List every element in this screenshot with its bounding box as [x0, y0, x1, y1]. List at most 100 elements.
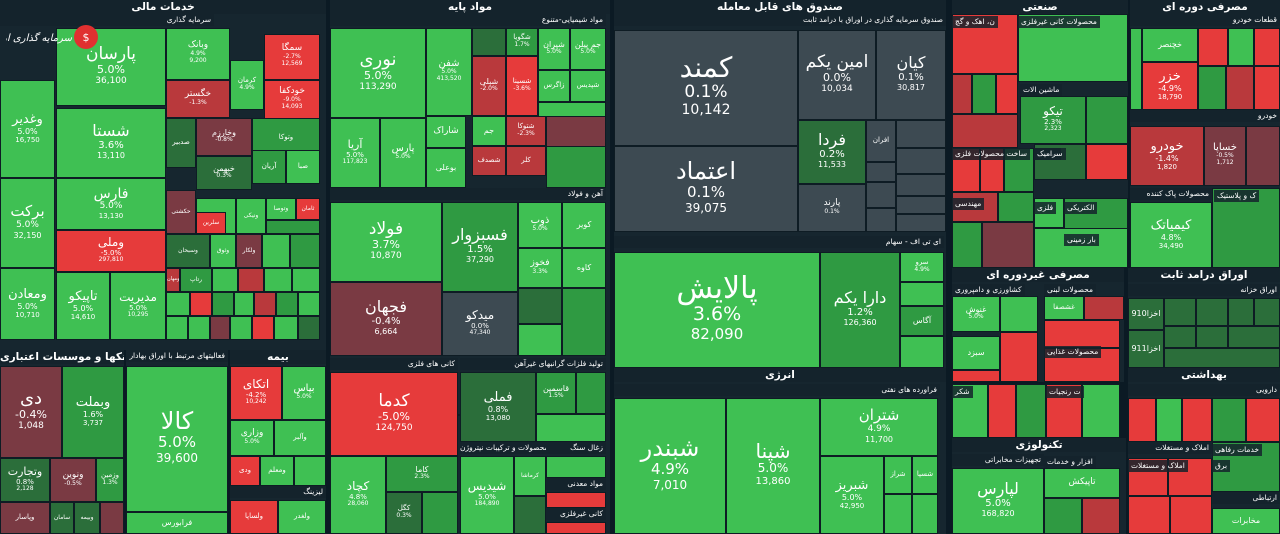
stock-cell[interactable]: فملی 0.8% 13,080: [460, 372, 536, 442]
stock-tile[interactable]: [234, 292, 254, 316]
stock-cell[interactable]: کیمیاتک 4.8% 34,490: [1130, 202, 1212, 268]
stock-cell[interactable]: فارس 5.0% 13,130: [56, 178, 166, 230]
stock-cell[interactable]: حکشتی: [166, 190, 196, 234]
stock-cell[interactable]: وتجارت 0.8% 2,128: [0, 458, 50, 502]
stock-cell[interactable]: وبملت 1.6% 3,737: [62, 366, 124, 458]
stock-cell[interactable]: صبا: [286, 150, 320, 184]
stock-tile[interactable]: [518, 288, 562, 324]
stock-cell[interactable]: مخابرات: [1212, 508, 1280, 534]
stock-cell[interactable]: ومهان: [166, 268, 180, 292]
stock-cell[interactable]: سلرین: [196, 212, 226, 234]
stock-cell[interactable]: شتران 4.9% 11,700: [820, 398, 938, 456]
stock-cell[interactable]: خزر -4.9% 18,790: [1142, 62, 1198, 110]
stock-tile[interactable]: [952, 222, 982, 268]
stock-tile[interactable]: [210, 316, 230, 340]
stock-cell[interactable]: سمگا -2.7% 12,569: [264, 34, 320, 80]
stock-tile[interactable]: [1082, 384, 1120, 438]
stock-cell[interactable]: کرماشا: [514, 456, 546, 496]
stock-tile[interactable]: [1016, 384, 1046, 438]
stock-cell[interactable]: مدیریت 5.0% 10,295: [110, 272, 166, 340]
stock-tile[interactable]: [576, 372, 606, 414]
stock-tile[interactable]: [1246, 126, 1280, 186]
stock-tile[interactable]: [1228, 326, 1280, 348]
stock-cell[interactable]: کاوه: [562, 248, 606, 288]
stock-cell[interactable]: سرو 4.9%: [900, 252, 944, 282]
stock-cell[interactable]: غشصفا: [1044, 296, 1084, 320]
stock-cell[interactable]: اخزا911: [1128, 330, 1164, 368]
stock-cell[interactable]: ومعادن 5.0% 10,710: [0, 268, 55, 340]
stock-tile[interactable]: [1156, 398, 1182, 442]
stock-cell[interactable]: خگستر -1.3%: [166, 80, 230, 118]
stock-cell[interactable]: خبهمن 0.3%: [196, 156, 252, 190]
stock-tile[interactable]: [1084, 296, 1124, 320]
stock-tile[interactable]: [866, 162, 896, 182]
stock-cell[interactable]: لپارس 5.0% 168,820: [952, 468, 1044, 534]
stock-tile[interactable]: [274, 316, 298, 340]
stock-tile[interactable]: [1044, 498, 1082, 534]
stock-cell[interactable]: پارس 5.0%: [380, 118, 426, 188]
stock-cell[interactable]: شیدیس 5.0% 184,890: [460, 456, 514, 534]
stock-tile[interactable]: [166, 292, 190, 316]
stock-tile[interactable]: [1164, 348, 1280, 368]
stock-tile[interactable]: [472, 28, 506, 56]
stock-cell[interactable]: دارا یکم 1.2% 126,360: [820, 252, 900, 368]
stock-cell[interactable]: کرمان 4.9%: [230, 60, 264, 110]
stock-cell[interactable]: فجهان -0.4% 6,664: [330, 282, 442, 356]
stock-cell[interactable]: شفن 5.0% 413,520: [426, 28, 472, 116]
stock-tile[interactable]: [230, 316, 252, 340]
stock-cell[interactable]: فردا 0.2% 11,533: [798, 120, 866, 184]
stock-cell[interactable]: کدما -5.0% 124,750: [330, 372, 458, 456]
stock-tile[interactable]: [264, 268, 292, 292]
stock-tile[interactable]: [1254, 28, 1280, 66]
stock-cell[interactable]: وملی -5.0% 297,810: [56, 230, 166, 272]
stock-cell[interactable]: نوری 5.0% 113,290: [330, 28, 426, 118]
stock-cell[interactable]: آریا 5.0% 117,823: [330, 118, 380, 188]
stock-cell[interactable]: وبیمه: [74, 502, 100, 534]
stock-cell[interactable]: وتوصا: [266, 198, 296, 220]
stock-cell[interactable]: ولغدر: [278, 500, 326, 534]
stock-tile[interactable]: [276, 292, 298, 316]
stock-tile[interactable]: [988, 384, 1016, 438]
stock-cell[interactable]: کالا 5.0% 39,600: [126, 366, 228, 512]
stock-cell[interactable]: خساپا -0.5% 1,712: [1204, 126, 1246, 186]
stock-cell[interactable]: خودکفا -9.0% 14,093: [264, 80, 320, 120]
stock-cell[interactable]: کاما 2.3%: [386, 456, 458, 492]
stock-cell[interactable]: بوعلی: [426, 148, 466, 188]
stock-cell[interactable]: افران: [866, 120, 896, 162]
stock-tile[interactable]: [290, 234, 320, 268]
stock-tile[interactable]: [1128, 496, 1170, 534]
stock-tile[interactable]: [998, 192, 1034, 222]
stock-tile[interactable]: [252, 316, 274, 340]
stock-tile[interactable]: [294, 456, 326, 486]
stock-tile[interactable]: [262, 234, 290, 268]
stock-tile[interactable]: [1228, 298, 1254, 326]
stock-cell[interactable]: ذوب 5.0%: [518, 202, 562, 248]
stock-cell[interactable]: شپدیس: [570, 70, 606, 102]
stock-cell[interactable]: خچنصر: [1142, 28, 1198, 62]
stock-cell[interactable]: وبانک 4.9% 9,200: [166, 28, 230, 80]
stock-tile[interactable]: [982, 222, 1034, 268]
stock-tile[interactable]: [266, 220, 320, 234]
stock-tile[interactable]: [254, 292, 276, 316]
stock-tile[interactable]: [546, 116, 606, 148]
stock-cell[interactable]: جم پیلن 5.0%: [570, 28, 606, 70]
stock-cell[interactable]: وسبحان: [166, 234, 210, 268]
stock-cell[interactable]: وزمین 1.3%: [96, 458, 124, 502]
stock-cell[interactable]: وآلبر: [274, 420, 326, 456]
stock-tile[interactable]: [212, 268, 238, 292]
stock-cell[interactable]: وپاسار: [0, 502, 50, 534]
stock-tile[interactable]: [190, 292, 212, 316]
stock-cell[interactable]: آگاس: [900, 306, 944, 336]
stock-tile[interactable]: [536, 414, 606, 442]
stock-cell[interactable]: شگویا 1.7%: [506, 28, 538, 56]
stock-tile[interactable]: [100, 502, 124, 534]
stock-cell[interactable]: سبزد: [952, 336, 1000, 370]
stock-tile[interactable]: [1182, 398, 1212, 442]
stock-cell[interactable]: ودی: [230, 456, 260, 486]
stock-tile[interactable]: [1212, 398, 1246, 442]
stock-tile[interactable]: [298, 292, 320, 316]
stock-cell[interactable]: فرابورس: [126, 512, 228, 534]
stock-cell[interactable]: شبریز 5.0% 42,950: [820, 456, 884, 534]
stock-cell[interactable]: پارسان 5.0% 36,100: [56, 28, 166, 106]
stock-cell[interactable]: دی -0.4% 1,048: [0, 366, 62, 458]
